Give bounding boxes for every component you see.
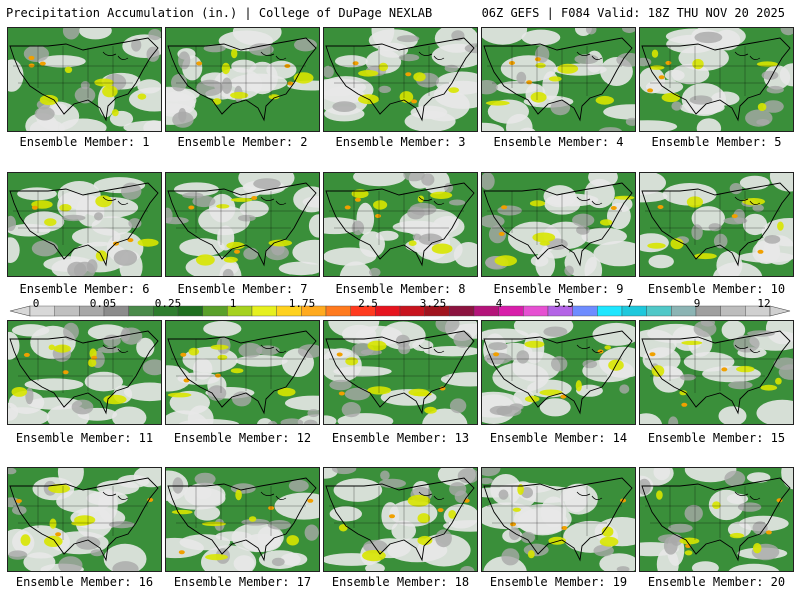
ensemble-member-label: Ensemble Member: 19 (489, 575, 628, 589)
ensemble-map-6 (7, 172, 162, 277)
ensemble-member-label: Ensemble Member: 10 (647, 282, 786, 296)
ensemble-map-1 (7, 27, 162, 132)
colorbar-swatch (54, 305, 80, 317)
ensemble-member-label: Ensemble Member: 17 (173, 575, 312, 589)
ensemble-member-label: Ensemble Member: 15 (647, 431, 786, 445)
colorbar-swatch (621, 305, 647, 317)
ensemble-map-18 (323, 467, 478, 572)
ensemble-member-label: Ensemble Member: 18 (331, 575, 470, 589)
ensemble-map-16 (7, 467, 162, 572)
colorbar-tick-label: 12 (757, 297, 771, 310)
ensemble-map-8 (323, 172, 478, 277)
colorbar-swatch (646, 305, 672, 317)
colorbar-swatch (177, 305, 203, 317)
ensemble-member-label: Ensemble Member: 6 (19, 282, 150, 296)
ensemble-member-label: Ensemble Member: 2 (177, 135, 308, 149)
colorbar-tick-label: 7 (626, 297, 634, 310)
colorbar-tick-label: 3.25 (419, 297, 447, 310)
ensemble-member-label: Ensemble Member: 5 (651, 135, 782, 149)
colorbar-tick-label: 5.5 (554, 297, 574, 310)
ensemble-member-label: Ensemble Member: 4 (493, 135, 624, 149)
ensemble-map-17 (165, 467, 320, 572)
ensemble-map-9 (481, 172, 636, 277)
ensemble-map-15 (639, 320, 794, 425)
colorbar-swatch (449, 305, 475, 317)
colorbar-swatch (325, 305, 351, 317)
colorbar-tick-label: 2.5 (358, 297, 378, 310)
ensemble-map-12 (165, 320, 320, 425)
ensemble-member-label: Ensemble Member: 3 (335, 135, 466, 149)
ensemble-map-4 (481, 27, 636, 132)
ensemble-map-19 (481, 467, 636, 572)
colorbar-swatch (128, 305, 154, 317)
precipitation-colorbar (9, 305, 791, 317)
model-run-info: 06Z GEFS | F084 Valid: 18Z THU NOV 20 20… (481, 6, 785, 20)
ensemble-member-label: Ensemble Member: 14 (489, 431, 628, 445)
colorbar-swatch (572, 305, 598, 317)
colorbar-swatch (251, 305, 277, 317)
colorbar-tick-label: 9 (693, 297, 701, 310)
colorbar-swatch (375, 305, 401, 317)
ensemble-member-label: Ensemble Member: 8 (335, 282, 466, 296)
colorbar-swatch (597, 305, 623, 317)
colorbar-tick-label: 4 (495, 297, 503, 310)
ensemble-map-3 (323, 27, 478, 132)
ensemble-member-label: Ensemble Member: 16 (15, 575, 154, 589)
ensemble-map-11 (7, 320, 162, 425)
colorbar-swatch (523, 305, 549, 317)
ensemble-map-20 (639, 467, 794, 572)
ensemble-map-14 (481, 320, 636, 425)
ensemble-map-2 (165, 27, 320, 132)
ensemble-map-5 (639, 27, 794, 132)
colorbar-swatch (671, 305, 697, 317)
ensemble-member-label: Ensemble Member: 1 (19, 135, 150, 149)
ensemble-map-7 (165, 172, 320, 277)
colorbar-tick-label: 1.75 (288, 297, 316, 310)
ensemble-member-label: Ensemble Member: 9 (493, 282, 624, 296)
ensemble-map-13 (323, 320, 478, 425)
ensemble-member-label: Ensemble Member: 7 (177, 282, 308, 296)
colorbar-tick-label: 0.05 (89, 297, 117, 310)
ensemble-member-label: Ensemble Member: 12 (173, 431, 312, 445)
colorbar-swatch (720, 305, 746, 317)
ensemble-member-label: Ensemble Member: 13 (331, 431, 470, 445)
ensemble-member-label: Ensemble Member: 20 (647, 575, 786, 589)
ensemble-map-10 (639, 172, 794, 277)
colorbar-tick-label: 0 (32, 297, 40, 310)
ensemble-member-label: Ensemble Member: 11 (15, 431, 154, 445)
colorbar-tick-label: 0.25 (154, 297, 182, 310)
colorbar-swatch (202, 305, 228, 317)
colorbar-tick-label: 1 (229, 297, 237, 310)
page-title: Precipitation Accumulation (in.) | Colle… (6, 6, 433, 20)
